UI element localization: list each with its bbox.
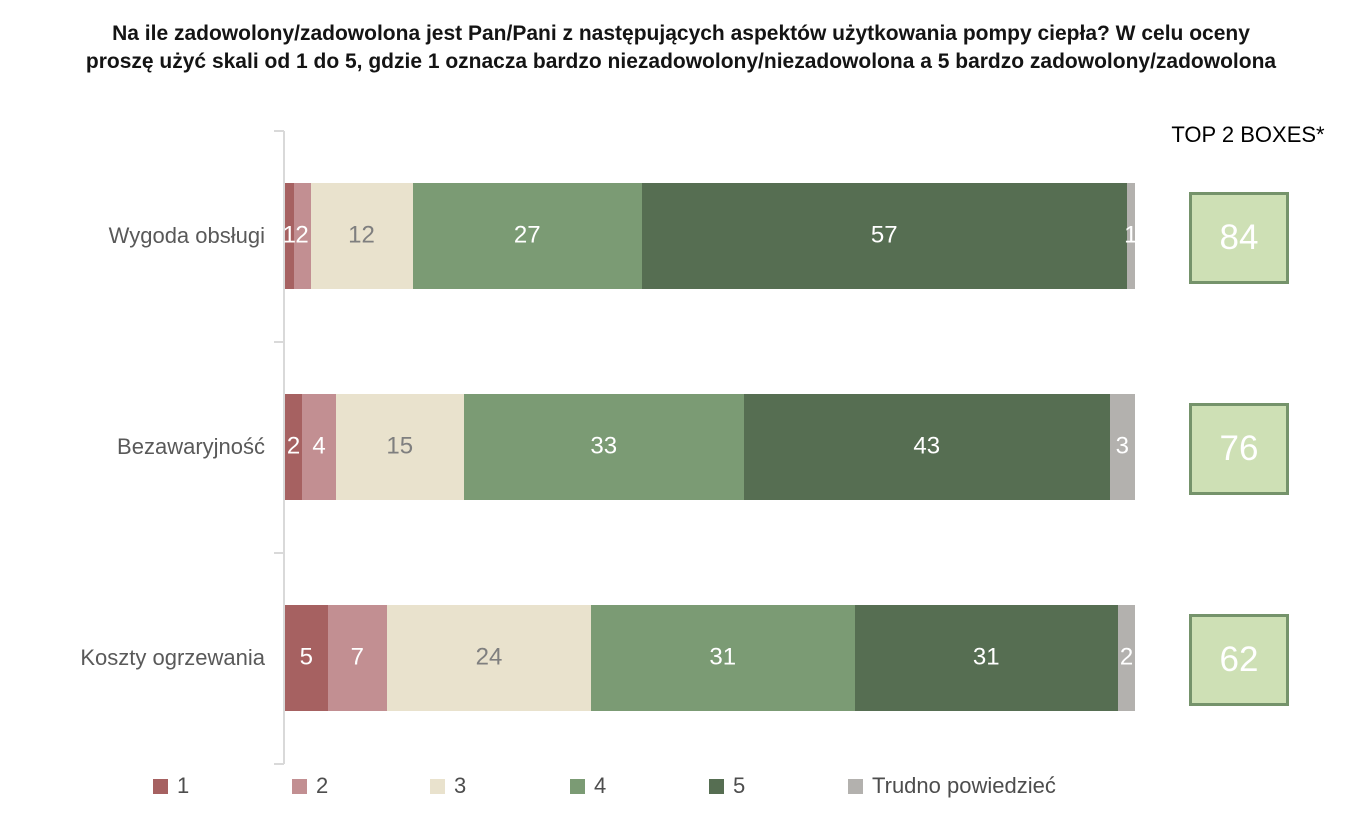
bar-segment: 24: [387, 605, 591, 711]
segment-value-label: 31: [709, 643, 737, 671]
segment-value-label: 57: [870, 221, 898, 249]
legend-label: 3: [454, 773, 467, 798]
segment-value-label: 2: [1119, 643, 1134, 671]
segment-value-label: 43: [913, 432, 941, 460]
y-axis-tick: [274, 341, 284, 343]
segment-value-label: 1: [1124, 221, 1138, 249]
legend-item: 5: [709, 770, 745, 802]
segment-value-label: 1: [282, 221, 296, 249]
bar-segment: 3: [1109, 394, 1135, 500]
segment-value-label: 2: [295, 221, 309, 249]
bar-segment: 1: [1124, 183, 1138, 289]
segment-value-label: 15: [386, 432, 414, 460]
chart-title: Na ile zadowolony/zadowolona jest Pan/Pa…: [0, 20, 1362, 76]
bar-segment: 15: [336, 394, 464, 500]
bar-row: Koszty ogrzewania 5 7 24 31 31 2 62: [0, 605, 1362, 711]
legend-swatch: [153, 778, 168, 794]
legend-swatch: [430, 778, 445, 794]
legend-swatch: [848, 778, 863, 794]
legend: 1 2 3 4 5 Trudno powiedzieć: [0, 770, 1362, 804]
y-axis-line: [283, 131, 285, 764]
legend-item: 3: [430, 770, 466, 802]
segment-value-label: 12: [348, 221, 375, 249]
segment-value-label: 24: [475, 643, 503, 671]
segment-value-label: 4: [312, 432, 326, 460]
chart-title-line-1: Na ile zadowolony/zadowolona jest Pan/Pa…: [112, 22, 1250, 45]
category-label: Koszty ogrzewania: [80, 645, 265, 670]
segment-value-label: 5: [299, 643, 313, 671]
bar-segment: 31: [854, 605, 1118, 711]
bar-segment: 7: [327, 605, 387, 711]
bar-segment: 12: [310, 183, 413, 289]
bar-segment: 5: [285, 605, 328, 711]
top2-boxes-header: TOP 2 BOXES*: [1171, 122, 1325, 147]
category-label: Wygoda obsługi: [108, 223, 265, 248]
bar-segment: 43: [744, 394, 1110, 500]
chart-title-line-2: proszę użyć skali od 1 do 5, gdzie 1 ozn…: [85, 50, 1277, 73]
segment-value-label: 33: [590, 432, 618, 460]
bar-segment: 4: [302, 394, 336, 500]
segment-value-label: 2: [286, 432, 301, 460]
top2-box-value: 76: [1189, 403, 1289, 495]
legend-label: Trudno powiedzieć: [872, 773, 1056, 798]
top2-box-value: 84: [1189, 192, 1289, 284]
stacked-bar: 5 7 24 31 31 2: [285, 605, 1135, 711]
stacked-bar: 1 2 12 27 57 1: [282, 183, 1138, 289]
y-axis-tick: [274, 552, 284, 554]
legend-item: 4: [570, 770, 606, 802]
bar-row: Bezawaryjność 2 4 15 33 43 3 76: [0, 394, 1362, 500]
segment-value-label: 7: [350, 643, 364, 671]
category-label: Bezawaryjność: [117, 434, 265, 459]
bar-segment: 2: [1118, 605, 1135, 711]
y-axis-tick: [274, 130, 284, 132]
top2-box-value: 62: [1189, 614, 1289, 706]
legend-item: Trudno powiedzieć: [848, 770, 1056, 802]
segment-value-label: 31: [972, 643, 1000, 671]
bar-segment: 2: [285, 394, 302, 500]
bar-segment: 31: [591, 605, 855, 711]
stacked-bar: 2 4 15 33 43 3: [285, 394, 1135, 500]
segment-value-label: 27: [513, 221, 541, 249]
legend-label: 5: [733, 773, 746, 798]
segment-value-label: 3: [1115, 432, 1129, 460]
legend-label: 1: [177, 773, 190, 798]
bar-segment: 27: [412, 183, 642, 289]
legend-swatch: [292, 778, 307, 794]
bar-row: Wygoda obsługi 1 2 12 27 57 1 84: [0, 183, 1362, 289]
bar-segment: 33: [463, 394, 744, 500]
legend-item: 2: [292, 770, 328, 802]
legend-item: 1: [153, 770, 189, 802]
legend-swatch: [570, 778, 585, 794]
y-axis-tick: [274, 763, 284, 765]
bar-segment: 1: [282, 183, 296, 289]
legend-label: 4: [594, 773, 607, 798]
bar-segment: 57: [642, 183, 1127, 289]
bar-segment: 2: [293, 183, 311, 289]
legend-label: 2: [316, 773, 329, 798]
legend-swatch: [709, 778, 724, 794]
